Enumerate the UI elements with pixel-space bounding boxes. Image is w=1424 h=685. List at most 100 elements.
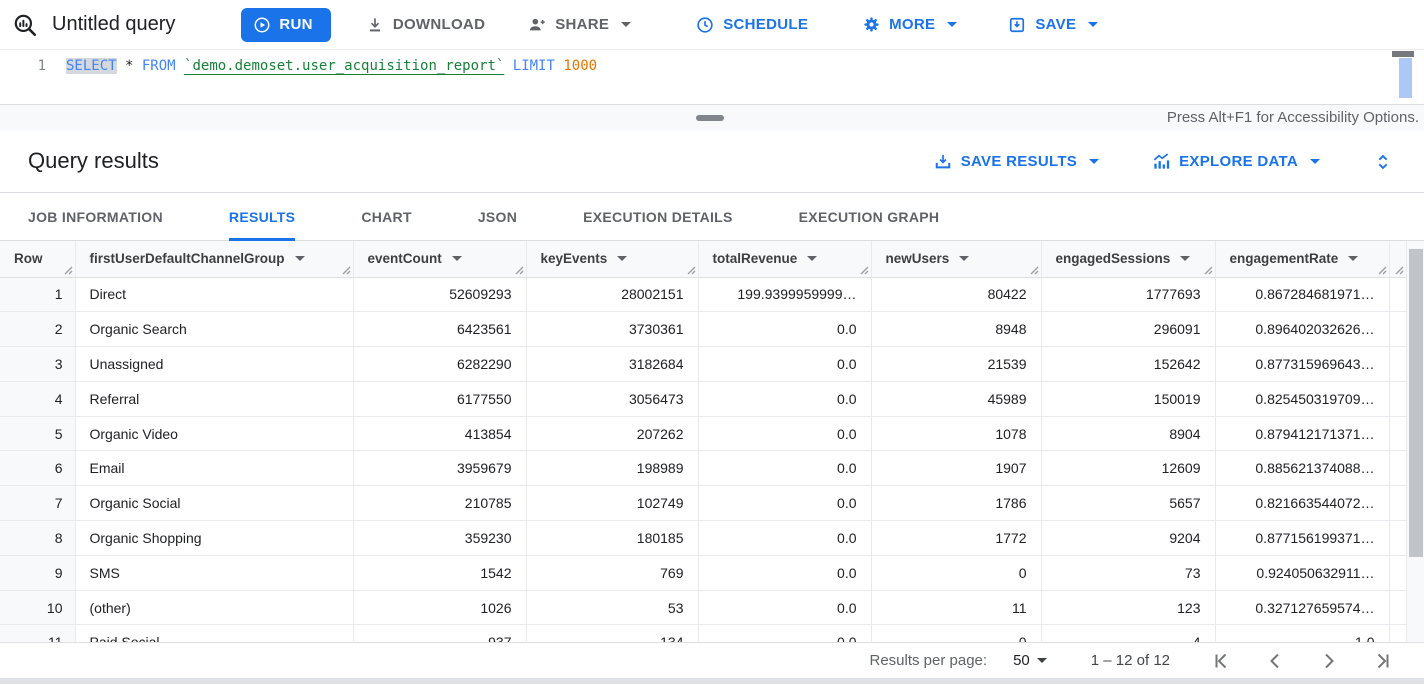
cell: 0.327127659574…: [1215, 590, 1389, 625]
cell: [1389, 277, 1406, 312]
tab-execution-details[interactable]: EXECUTION DETAILS: [583, 193, 733, 240]
cell: 152642: [1041, 347, 1215, 382]
column-resize-gripper[interactable]: [686, 265, 696, 275]
cell: 52609293: [353, 277, 526, 312]
table-row: 9SMS15427690.00730.924050632911…: [0, 555, 1406, 590]
column-label: engagementRate: [1230, 251, 1339, 266]
chevron-down-icon: [1089, 159, 1099, 164]
sql-editor[interactable]: 1 SELECT * FROM `demo.demoset.user_acqui…: [0, 51, 1424, 104]
cell: 3056473: [526, 381, 698, 416]
explore-data-button[interactable]: EXPLORE DATA: [1145, 151, 1326, 173]
column-header-Row[interactable]: Row: [0, 241, 75, 277]
cell: Organic Video: [75, 416, 353, 451]
cell: [1389, 555, 1406, 590]
table-header-row: RowfirstUserDefaultChannelGroupeventCoun…: [0, 241, 1406, 277]
save-results-button[interactable]: SAVE RESULTS: [927, 151, 1105, 173]
column-resize-gripper[interactable]: [1203, 265, 1213, 275]
last-page-button[interactable]: [1372, 650, 1394, 672]
chevron-down-icon: [1310, 159, 1320, 164]
panel-resize-handle[interactable]: [696, 115, 724, 121]
cell: 0.0: [698, 416, 871, 451]
sql-token: SELECT: [66, 58, 117, 74]
save-results-icon: [933, 152, 953, 172]
column-menu-caret-icon[interactable]: [295, 256, 305, 261]
column-menu-caret-icon[interactable]: [1180, 256, 1190, 261]
column-header-totalRevenue[interactable]: totalRevenue: [698, 241, 871, 277]
cell: (other): [75, 590, 353, 625]
cell: [1389, 451, 1406, 486]
column-resize-gripper[interactable]: [1029, 265, 1039, 275]
cell: [1389, 590, 1406, 625]
table-scrollbar-track[interactable]: [1406, 241, 1424, 678]
tab-results[interactable]: RESULTS: [229, 193, 295, 240]
chevron-down-icon: [621, 22, 631, 27]
column-menu-caret-icon[interactable]: [959, 256, 969, 261]
cell: 0.825450319709…: [1215, 381, 1389, 416]
cell: [1389, 381, 1406, 416]
tabs: JOB INFORMATION RESULTS CHART JSON EXECUTION…: [0, 193, 1424, 241]
row-number-cell: 10: [0, 590, 75, 625]
row-number-cell: 9: [0, 555, 75, 590]
run-button[interactable]: RUN: [241, 8, 330, 42]
column-menu-caret-icon[interactable]: [617, 256, 627, 261]
column-header-engagedSessions[interactable]: engagedSessions: [1041, 241, 1215, 277]
column-resize-gripper[interactable]: [859, 265, 869, 275]
first-page-button[interactable]: [1210, 650, 1232, 672]
table-scrollbar-thumb[interactable]: [1409, 249, 1423, 557]
table-row: 6Email39596791989890.01907126090.8856213…: [0, 451, 1406, 486]
cell: 1026: [353, 590, 526, 625]
cell: [1389, 347, 1406, 382]
download-button[interactable]: DOWNLOAD: [359, 14, 491, 36]
cell: 0.896402032626…: [1215, 312, 1389, 347]
sql-line[interactable]: SELECT * FROM `demo.demoset.user_acquisi…: [66, 58, 597, 74]
column-resize-gripper[interactable]: [341, 265, 351, 275]
more-button[interactable]: MORE: [856, 14, 963, 35]
schedule-button[interactable]: SCHEDULE: [689, 14, 814, 36]
column-header-engagementRate[interactable]: engagementRate: [1215, 241, 1389, 277]
tab-job-information[interactable]: JOB INFORMATION: [28, 193, 163, 240]
results-per-page-select[interactable]: 50: [1013, 652, 1047, 669]
save-results-label: SAVE RESULTS: [961, 153, 1077, 170]
cell: 1786: [871, 486, 1041, 521]
sql-token: *: [117, 58, 142, 74]
save-button-label: SAVE: [1035, 16, 1076, 33]
column-header-newUsers[interactable]: newUsers: [871, 241, 1041, 277]
cell: 150019: [1041, 381, 1215, 416]
tab-json[interactable]: JSON: [478, 193, 517, 240]
explore-data-label: EXPLORE DATA: [1179, 153, 1298, 170]
cell: 5657: [1041, 486, 1215, 521]
editor-scrollbar[interactable]: [1399, 58, 1412, 98]
tab-execution-graph[interactable]: EXECUTION GRAPH: [799, 193, 940, 240]
horizontal-scrollbar[interactable]: [0, 678, 1424, 684]
column-menu-caret-icon[interactable]: [452, 256, 462, 261]
cell: 296091: [1041, 312, 1215, 347]
column-header-eventCount[interactable]: eventCount: [353, 241, 526, 277]
cell: 1078: [871, 416, 1041, 451]
previous-page-button[interactable]: [1264, 650, 1286, 672]
next-page-button[interactable]: [1318, 650, 1340, 672]
column-resize-gripper[interactable]: [514, 265, 524, 275]
column-menu-caret-icon[interactable]: [807, 256, 817, 261]
last-page-icon: [1372, 650, 1394, 672]
sql-token: FROM: [142, 58, 176, 74]
cell: 0.0: [698, 486, 871, 521]
save-button[interactable]: SAVE: [1001, 14, 1104, 36]
expand-collapse-button[interactable]: [1366, 150, 1400, 174]
cell: 0.924050632911…: [1215, 555, 1389, 590]
cell: Direct: [75, 277, 353, 312]
share-button[interactable]: SHARE: [521, 14, 637, 36]
table-row: 7Organic Social2107851027490.0178656570.…: [0, 486, 1406, 521]
cell: 21539: [871, 347, 1041, 382]
tab-chart[interactable]: CHART: [361, 193, 412, 240]
column-menu-caret-icon[interactable]: [1348, 256, 1358, 261]
column-header-keyEvents[interactable]: keyEvents: [526, 241, 698, 277]
cell: 1777693: [1041, 277, 1215, 312]
column-resize-gripper[interactable]: [1377, 265, 1387, 275]
column-resize-gripper[interactable]: [63, 265, 73, 275]
column-header-firstUserDefaultChannelGroup[interactable]: firstUserDefaultChannelGroup: [75, 241, 353, 277]
column-resize-gripper[interactable]: [1394, 265, 1404, 275]
pagination-range: 1 – 12 of 12: [1091, 652, 1170, 669]
cell: 0: [871, 555, 1041, 590]
table-row: 1Direct5260929328002151199.9399959999…80…: [0, 277, 1406, 312]
cell: 207262: [526, 416, 698, 451]
